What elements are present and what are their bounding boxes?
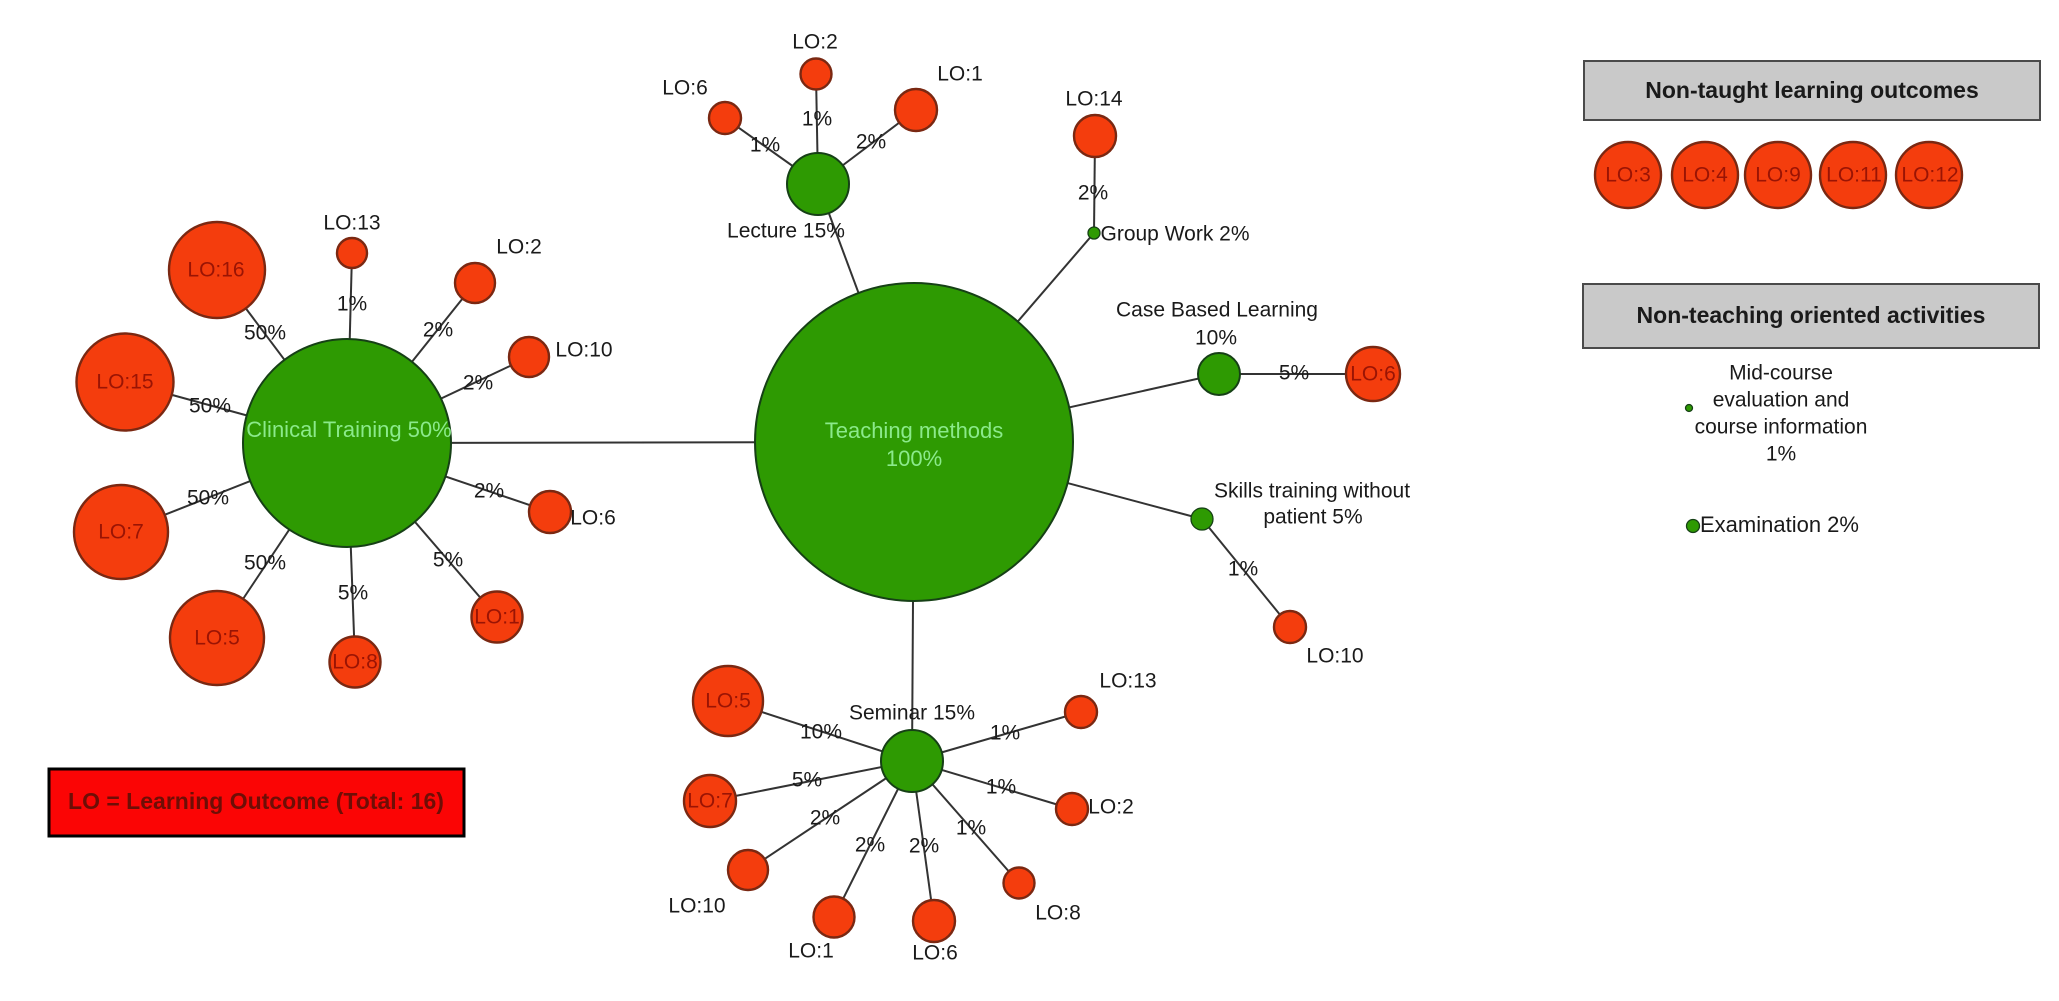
svg-text:LO:8: LO:8 xyxy=(332,651,378,674)
svg-text:Teaching methods: Teaching methods xyxy=(825,418,1004,443)
svg-text:1%: 1% xyxy=(1766,443,1796,466)
svg-text:Seminar 15%: Seminar 15% xyxy=(849,702,975,725)
svg-text:LO:15: LO:15 xyxy=(96,371,153,394)
svg-text:LO:16: LO:16 xyxy=(187,259,244,282)
svg-text:LO:2: LO:2 xyxy=(1088,796,1134,819)
svg-text:LO:8: LO:8 xyxy=(1035,902,1081,925)
svg-text:Lecture 15%: Lecture 15% xyxy=(727,220,845,243)
svg-text:1%: 1% xyxy=(802,108,832,131)
svg-text:LO:1: LO:1 xyxy=(937,63,983,86)
svg-text:2%: 2% xyxy=(423,319,453,342)
svg-text:LO = Learning Outcome (Total:: LO = Learning Outcome (Total: 16) xyxy=(68,788,444,814)
svg-text:1%: 1% xyxy=(986,776,1016,799)
svg-text:1%: 1% xyxy=(990,722,1020,745)
svg-text:LO:13: LO:13 xyxy=(1099,670,1156,693)
svg-text:Examination 2%: Examination 2% xyxy=(1700,512,1859,537)
svg-text:LO:1: LO:1 xyxy=(474,606,520,629)
svg-text:Non-taught learning outcomes: Non-taught learning outcomes xyxy=(1645,77,1979,103)
svg-text:LO:4: LO:4 xyxy=(1682,164,1728,187)
svg-text:LO:10: LO:10 xyxy=(555,339,612,362)
svg-text:Case Based Learning: Case Based Learning xyxy=(1116,299,1318,322)
svg-text:LO:10: LO:10 xyxy=(1306,645,1363,668)
svg-text:LO:13: LO:13 xyxy=(323,212,380,235)
svg-text:LO:2: LO:2 xyxy=(496,236,542,259)
svg-text:50%: 50% xyxy=(187,487,229,510)
svg-text:5%: 5% xyxy=(338,582,368,605)
svg-text:LO:9: LO:9 xyxy=(1755,164,1801,187)
svg-text:LO:5: LO:5 xyxy=(194,627,240,650)
svg-text:LO:6: LO:6 xyxy=(1350,363,1396,386)
svg-text:LO:6: LO:6 xyxy=(570,507,616,530)
svg-text:50%: 50% xyxy=(244,322,286,345)
svg-text:Clinical Training 50%: Clinical Training 50% xyxy=(246,417,451,442)
svg-text:LO:10: LO:10 xyxy=(668,895,725,918)
svg-text:LO:1: LO:1 xyxy=(788,940,834,963)
svg-text:course information: course information xyxy=(1695,416,1868,439)
svg-text:LO:11: LO:11 xyxy=(1826,164,1882,187)
svg-text:LO:6: LO:6 xyxy=(912,942,958,965)
svg-text:LO:7: LO:7 xyxy=(687,790,733,813)
svg-text:2%: 2% xyxy=(1078,182,1108,205)
svg-text:1%: 1% xyxy=(956,817,986,840)
svg-text:LO:12: LO:12 xyxy=(1901,164,1958,187)
svg-text:100%: 100% xyxy=(886,446,942,471)
svg-text:Group Work 2%: Group Work 2% xyxy=(1101,223,1250,246)
svg-text:Skills training without: Skills training without xyxy=(1214,480,1410,503)
svg-text:2%: 2% xyxy=(810,807,840,830)
svg-text:5%: 5% xyxy=(792,769,822,792)
svg-text:10%: 10% xyxy=(800,721,842,744)
svg-text:10%: 10% xyxy=(1195,327,1237,350)
svg-text:50%: 50% xyxy=(189,395,231,418)
svg-text:1%: 1% xyxy=(337,293,367,316)
svg-text:LO:6: LO:6 xyxy=(662,77,708,100)
svg-text:1%: 1% xyxy=(750,134,780,157)
svg-text:Mid-course: Mid-course xyxy=(1729,362,1833,385)
svg-text:5%: 5% xyxy=(1279,362,1309,385)
svg-text:2%: 2% xyxy=(855,834,885,857)
svg-text:LO:3: LO:3 xyxy=(1605,164,1651,187)
svg-text:LO:2: LO:2 xyxy=(792,31,838,54)
svg-text:2%: 2% xyxy=(463,372,493,395)
svg-text:2%: 2% xyxy=(856,131,886,154)
svg-text:LO:7: LO:7 xyxy=(98,521,144,544)
svg-text:1%: 1% xyxy=(1228,558,1258,581)
svg-text:Non-teaching oriented activiti: Non-teaching oriented activities xyxy=(1637,302,1986,328)
svg-text:5%: 5% xyxy=(433,549,463,572)
svg-text:LO:14: LO:14 xyxy=(1065,88,1123,111)
svg-text:evaluation and: evaluation and xyxy=(1713,389,1850,412)
svg-text:2%: 2% xyxy=(909,835,939,858)
svg-text:2%: 2% xyxy=(474,480,504,503)
svg-text:patient 5%: patient 5% xyxy=(1263,506,1362,529)
svg-text:LO:5: LO:5 xyxy=(705,690,751,713)
svg-text:50%: 50% xyxy=(244,552,286,575)
